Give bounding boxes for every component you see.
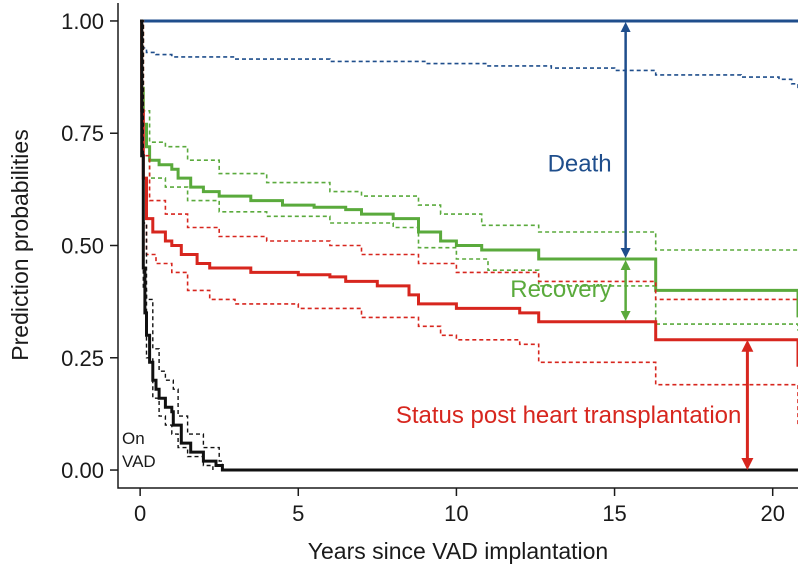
series-layer — [140, 19, 798, 472]
series-death_ci — [140, 20, 798, 89]
plot-frame — [117, 3, 798, 489]
x-tick-label: 0 — [134, 501, 146, 526]
death-label: Death — [548, 150, 612, 177]
x-tick-label: 15 — [602, 501, 626, 526]
on-vad-label: On — [122, 429, 145, 448]
annotation-layer: Death Recovery Status post heart transplan… — [122, 21, 754, 471]
on-vad-label: VAD — [122, 452, 156, 471]
series-on_vad_ci_hi — [140, 20, 224, 470]
y-tick-label: 0.50 — [61, 234, 104, 259]
series-on_vad_ci_lo — [140, 20, 214, 470]
y-tick-label: 0.25 — [61, 346, 104, 371]
series-transplant_ci_lo — [140, 20, 798, 426]
y-tick-label: 0.00 — [61, 458, 104, 483]
x-tick-label: 10 — [444, 501, 468, 526]
ticks-layer: 0 5 10 15 20 0.00 0.25 0.50 0.75 1.00 — [61, 9, 785, 526]
recovery-label: Recovery — [510, 276, 611, 303]
series-transplant_ci_hi — [140, 20, 798, 301]
x-tick-label: 5 — [292, 501, 304, 526]
y-axis-title: Prediction probabilities — [7, 129, 33, 360]
series-recovery_ci_lo — [140, 20, 798, 331]
series-recovery_ci_hi — [140, 20, 798, 251]
x-tick-label: 20 — [760, 501, 784, 526]
y-tick-label: 1.00 — [61, 9, 104, 34]
series-transplant_upper — [140, 19, 798, 367]
series-recovery_lower_upper — [140, 19, 798, 318]
y-tick-label: 0.75 — [61, 121, 104, 146]
transplant-label: Status post heart transplantation — [396, 402, 742, 429]
x-axis-title: Years since VAD implantation — [308, 538, 608, 564]
